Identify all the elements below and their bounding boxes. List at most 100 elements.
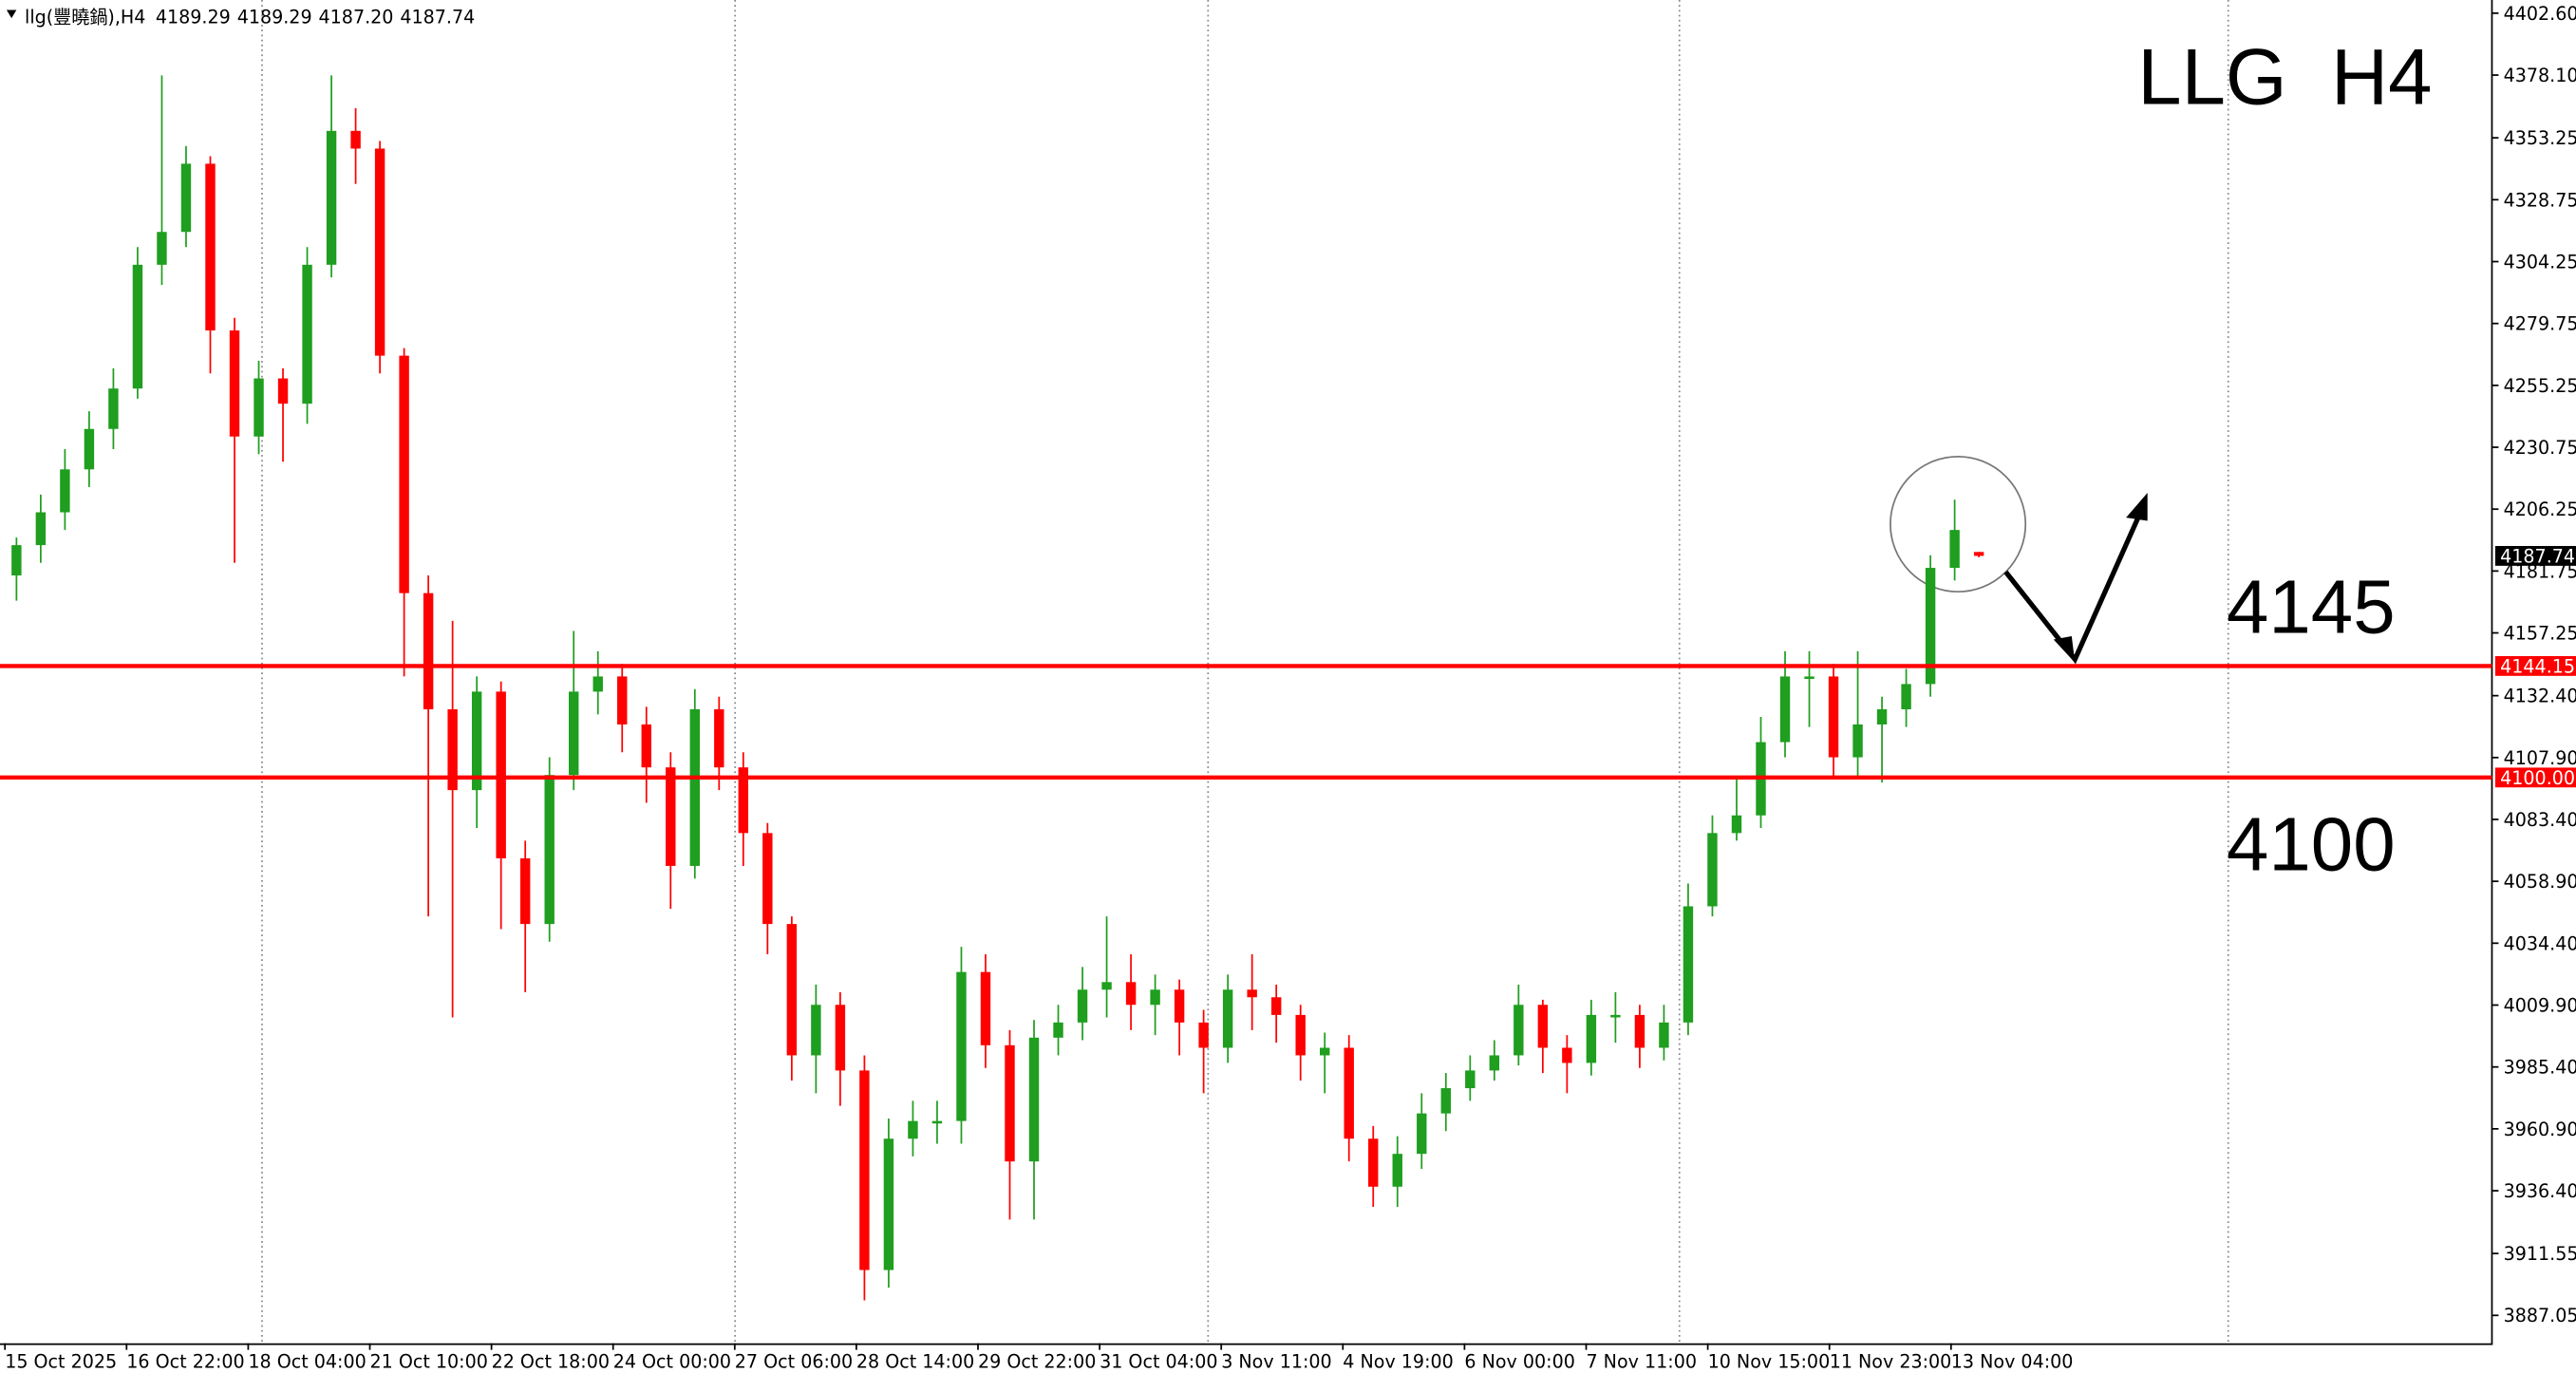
candle-body [1295,1014,1306,1056]
candle-body [689,709,701,866]
candle-body [617,676,628,724]
candle-body [859,1070,870,1270]
level-label: 4144.15 [2500,655,2575,677]
arrow-head [2126,493,2148,521]
y-tick-label: 4353.25 [2504,127,2576,149]
candle-body [592,676,603,692]
y-tick-label: 3985.40 [2504,1057,2576,1079]
x-tick-label: 3 Nov 11:00 [1221,1351,1331,1373]
candle-body [1973,552,1984,556]
candle-body [84,428,95,470]
candle-body [205,163,216,330]
candle-body [1876,709,1888,724]
candle-body [1949,530,1960,569]
x-tick-label: 16 Oct 22:00 [126,1351,244,1373]
candle-body [1804,676,1814,680]
y-tick-label: 4107.90 [2504,747,2576,769]
candle-body [447,709,458,791]
candle-body [326,130,337,265]
x-tick-label: 18 Oct 04:00 [248,1351,366,1373]
arrow-head [2053,636,2076,663]
candle-body [35,512,47,546]
candle-body [931,1120,943,1124]
candle-body [60,469,70,513]
candle-body [1489,1055,1500,1071]
candle-body [1537,1005,1549,1048]
y-tick-label: 4083.40 [2504,809,2576,831]
candle-body [980,971,991,1045]
candle-body [1707,833,1718,907]
y-tick-label: 4328.75 [2504,189,2576,211]
y-tick-label: 4058.90 [2504,871,2576,893]
candle-body [1150,989,1160,1006]
price-label: 4187.74 [2500,545,2575,567]
candle-body [350,130,361,149]
candle-body [423,592,434,710]
candle-body [666,767,676,866]
header: llg(豐曉鍋),H4 4189.29 4189.29 4187.20 4187.74 [25,6,475,28]
candle-body [786,924,798,1056]
candle-body [1125,982,1137,1006]
x-tick-label: 11 Nov 23:00 [1830,1351,1952,1373]
y-tick-label: 4304.25 [2504,251,2576,273]
candle-body [1344,1047,1354,1139]
candle-body [1562,1047,1572,1063]
candle-body [1053,1022,1063,1038]
candle-body [1270,997,1282,1015]
candle-body [180,163,192,233]
y-tick-label: 3960.90 [2504,1119,2576,1140]
candle-body [1005,1044,1015,1162]
candle-body [1174,989,1185,1023]
candle-body [738,767,749,834]
x-tick-label: 13 Nov 04:00 [1951,1351,2074,1373]
candle-body [1586,1014,1597,1063]
level-label-box [2494,767,2576,788]
candle-body [762,833,773,925]
candle-body [1247,989,1257,998]
low-value: 4187.20 [319,6,394,28]
y-tick-label: 4034.40 [2504,932,2576,954]
candle-body [811,1005,821,1056]
open-value: 4189.29 [156,6,231,28]
candle-body [1101,982,1112,990]
candle-body [11,545,22,576]
y-tick-label: 4132.40 [2504,686,2576,707]
y-tick-label: 4206.25 [2504,498,2576,520]
x-tick-label: 29 Oct 22:00 [978,1351,1096,1373]
candle-body [1828,676,1839,758]
candle-body [1465,1070,1476,1089]
highlight-circle [1890,455,2027,593]
candle-body [956,971,967,1121]
candle-body [519,857,531,925]
high-value: 4189.29 [237,6,312,28]
candle-body [1779,676,1791,743]
candle-body [254,378,264,437]
candle-body [1222,989,1233,1048]
candle-body [908,1120,918,1139]
candle-body [1028,1037,1040,1162]
y-tick-label: 4378.10 [2504,65,2576,86]
candle-body [1198,1022,1209,1048]
y-tick-label: 4230.75 [2504,437,2576,459]
candle-body [471,691,482,791]
candle-body [1925,568,1936,685]
candle-body [1417,1113,1427,1155]
close-value: 4187.74 [400,6,475,28]
candle-body [1077,989,1088,1023]
annotation: 4145 [2227,565,2396,649]
y-tick-label: 4402.60 [2504,3,2576,25]
x-tick-label: 6 Nov 00:00 [1464,1351,1574,1373]
annotation: LLG H4 [2137,32,2432,121]
candle-body [569,691,579,776]
candle-body [714,709,724,768]
y-tick-label: 4157.25 [2504,622,2576,644]
menu-arrow[interactable] [6,9,17,19]
candle-body [1514,1005,1524,1056]
candle-body [277,378,289,404]
candle-body [496,691,506,858]
symbol: llg(豐曉鍋),H4 [25,6,145,28]
y-tick-label: 4279.75 [2504,313,2576,335]
x-tick-label: 21 Oct 10:00 [370,1351,488,1373]
candle-body [1901,684,1911,710]
